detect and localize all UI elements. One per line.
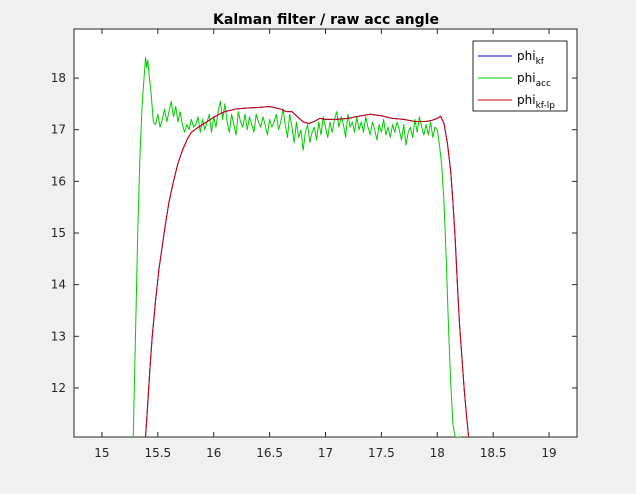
legend-label: phikf-lp bbox=[517, 93, 555, 111]
x-tick-label: 19 bbox=[541, 446, 556, 460]
legend-label: phikf bbox=[517, 49, 545, 67]
x-tick-label: 16.5 bbox=[256, 446, 283, 460]
legend-label-subscript: kf-lp bbox=[536, 101, 556, 111]
y-tick-label: 12 bbox=[51, 381, 66, 395]
chart-title: Kalman filter / raw acc angle bbox=[213, 12, 439, 28]
x-tick-label: 16 bbox=[206, 446, 221, 460]
x-tick-label: 17 bbox=[318, 446, 333, 460]
legend-label-subscript: kf bbox=[536, 57, 545, 67]
legend-label: phiacc bbox=[517, 71, 551, 89]
x-tick-label: 18 bbox=[430, 446, 445, 460]
legend-label-subscript: acc bbox=[536, 79, 551, 89]
series-layer bbox=[132, 56, 470, 437]
legend-label-base: phi bbox=[517, 71, 536, 85]
x-tick-label: 17.5 bbox=[368, 446, 395, 460]
legend-box bbox=[472, 40, 568, 112]
x-axis: 15 15.5 16 16.5 17 17.5 18 18.5 19 bbox=[94, 29, 557, 460]
y-tick-label: 15 bbox=[51, 226, 66, 240]
series-line-phi-kf-lp bbox=[145, 105, 470, 437]
legend-label-base: phi bbox=[517, 49, 536, 63]
y-tick-label: 13 bbox=[51, 329, 66, 343]
y-tick-label: 18 bbox=[51, 71, 66, 85]
legend-label-base: phi bbox=[517, 93, 536, 107]
y-axis: 12 13 14 15 16 17 18 bbox=[51, 71, 577, 395]
y-tick-label: 16 bbox=[51, 174, 66, 188]
y-tick-label: 14 bbox=[51, 278, 66, 292]
x-tick-label: 18.5 bbox=[480, 446, 507, 460]
y-tick-label: 17 bbox=[51, 123, 66, 137]
x-tick-label: 15.5 bbox=[144, 446, 171, 460]
x-tick-label: 15 bbox=[94, 446, 109, 460]
series-line-phi-acc bbox=[132, 56, 462, 437]
